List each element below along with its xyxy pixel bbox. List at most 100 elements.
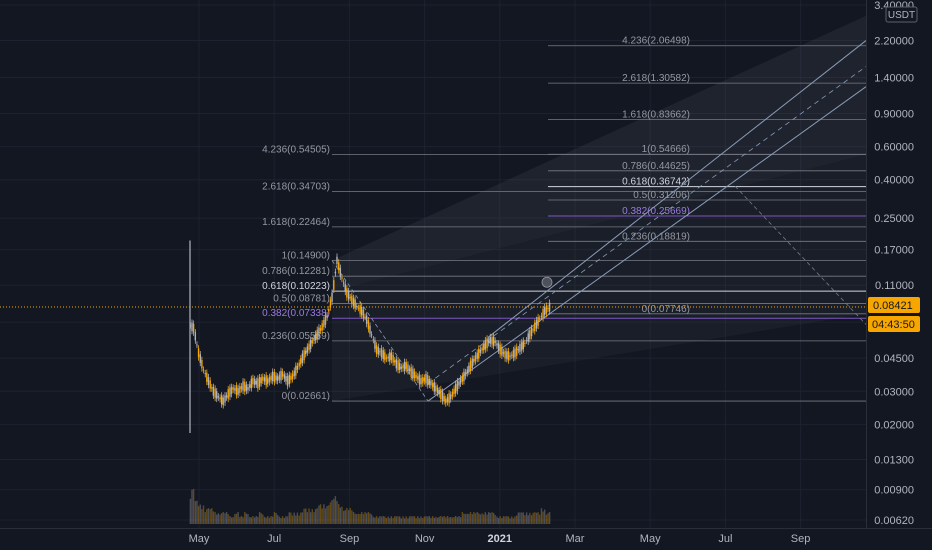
volume-bar (255, 516, 257, 524)
candle-body (329, 299, 332, 308)
volume-bar (270, 516, 272, 524)
candle-body (405, 362, 407, 370)
candle-body (448, 393, 450, 404)
volume-bar (547, 513, 549, 524)
candle-body (489, 336, 491, 344)
price-tick-label: 0.00900 (874, 485, 914, 497)
volume-bar (379, 516, 381, 524)
candle-body (197, 348, 200, 358)
volume-bar (535, 512, 538, 524)
candle-body (476, 352, 478, 359)
candle-body (288, 374, 290, 385)
candle-body (398, 362, 401, 370)
volume-bar (300, 512, 302, 524)
volume-bars (189, 488, 551, 524)
volume-bar (280, 518, 282, 524)
volume-bar (214, 512, 216, 524)
candle-body (255, 380, 257, 385)
candle-body (201, 359, 203, 369)
candle-body (308, 343, 310, 351)
candle-body (249, 384, 251, 388)
candle-body (365, 315, 368, 324)
candle-body (237, 387, 239, 395)
candle-body (336, 256, 338, 265)
volume-bar (463, 513, 465, 524)
candle-body (273, 372, 276, 383)
candle-body (344, 284, 346, 292)
candle-body (525, 340, 528, 342)
candle-body (540, 315, 543, 317)
swing-leg (331, 260, 429, 402)
time-tick-label: 2021 (488, 533, 512, 545)
candle-body (357, 307, 360, 309)
volume-bar (405, 516, 407, 524)
volume-bar (202, 505, 205, 524)
volume-bar (191, 489, 193, 524)
candle-body (433, 382, 435, 392)
candle-body (318, 327, 320, 337)
candle-body (244, 381, 246, 392)
candle-body (281, 371, 284, 377)
volume-bar (237, 512, 239, 524)
candle-body (338, 262, 340, 271)
candle-body (407, 364, 409, 372)
candle-body (542, 309, 544, 319)
candle-body (431, 383, 434, 388)
candle-body (458, 381, 460, 386)
candle-body (507, 351, 510, 361)
candle-body (339, 267, 342, 277)
candle-body (370, 334, 373, 336)
last-price-text: 0.08421 (873, 300, 913, 312)
volume-bar (197, 506, 200, 524)
fib-level-label: 0.618(0.36742) (622, 177, 690, 188)
candle-body (324, 315, 327, 325)
volume-bar (425, 516, 427, 524)
volume-bar (272, 516, 274, 524)
volume-bar (260, 513, 262, 524)
candle-body (384, 352, 386, 361)
candle-body (408, 368, 411, 372)
candle-body (293, 370, 295, 377)
fib-shade-zone (332, 15, 866, 402)
volume-bar (471, 514, 473, 524)
volume-bar (293, 512, 295, 524)
volume-bar (372, 516, 375, 524)
candle-body (298, 362, 300, 367)
candle-body (191, 322, 193, 331)
candle-body (354, 299, 356, 309)
time-axis[interactable]: May Jul Sep Nov 2021 Mar May Jul Sep (189, 533, 811, 545)
volume-bar (384, 516, 386, 524)
candle-body (530, 327, 533, 337)
candle-body (242, 381, 244, 391)
candle-body (234, 388, 236, 391)
price-axis[interactable]: 3.400002.200001.400000.900000.600000.400… (874, 0, 914, 527)
volume-bar (514, 516, 516, 524)
candle-body (349, 297, 351, 299)
volume-bar (318, 505, 320, 524)
candle-body (219, 397, 221, 400)
volume-bar (206, 509, 208, 524)
volume-bar (216, 514, 218, 524)
candle-body (222, 397, 224, 406)
candle-body (532, 329, 534, 331)
volume-bar (461, 512, 464, 524)
volume-bar (339, 507, 342, 524)
volume-bar (512, 518, 515, 524)
candle-body (484, 340, 487, 350)
volume-bar (453, 517, 455, 524)
quote-unit-badge[interactable]: USDT (885, 6, 918, 23)
candle-body (451, 391, 454, 397)
volume-bar (545, 514, 548, 524)
price-tick-label: 0.11000 (875, 280, 914, 292)
candle-body (453, 388, 455, 394)
candle-body (300, 358, 302, 365)
volume-bar (344, 510, 346, 524)
volume-bar (489, 512, 491, 524)
candle-body (263, 377, 266, 382)
volume-bar (346, 508, 348, 524)
volume-bar (361, 512, 363, 524)
candle-body (506, 351, 508, 359)
candle-body (253, 378, 256, 385)
candle-body (454, 383, 457, 394)
